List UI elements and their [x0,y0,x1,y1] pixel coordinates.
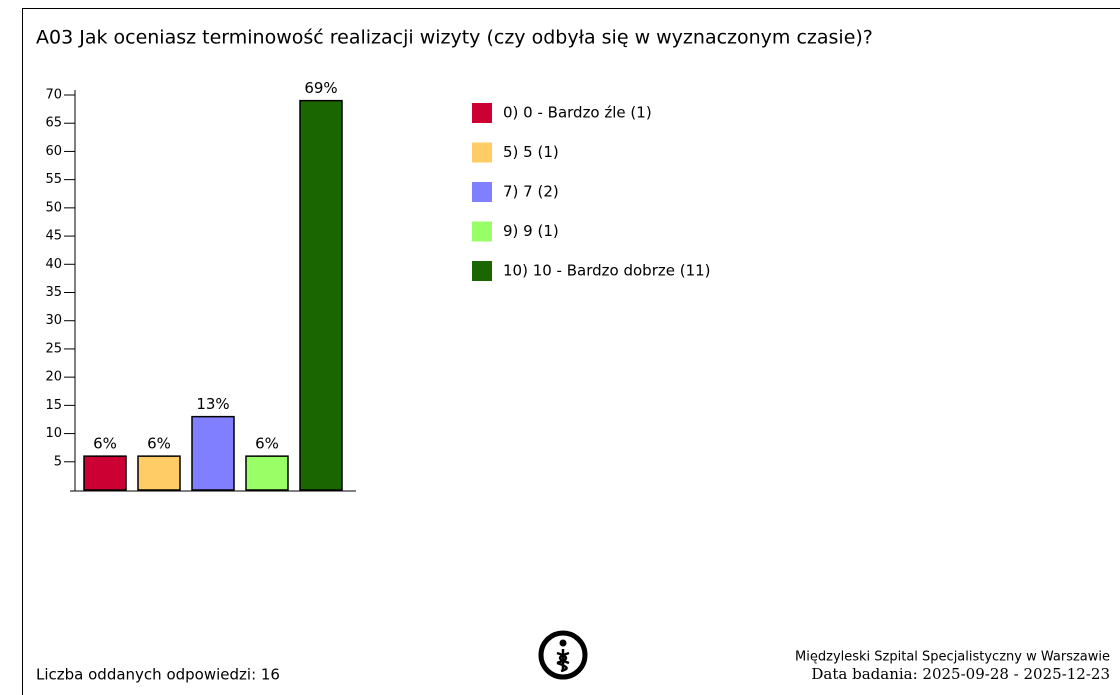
logo [538,630,588,680]
y-tick-label: 35 [45,285,62,300]
y-tick-label: 60 [45,144,62,159]
bar [137,455,181,491]
y-tick-label: 70 [45,88,62,103]
legend-label: 10) 10 - Bardzo dobrze (11) [503,262,711,280]
legend-label: 5) 5 (1) [503,143,559,161]
value-label: 6% [147,435,171,453]
y-tick-label: 5 [54,454,62,469]
legend-swatch [472,142,492,163]
bar [83,455,127,491]
responses-count: Liczba oddanych odpowiedzi: 16 [36,666,280,684]
legend-swatch [472,103,492,123]
y-tick-label: 20 [45,370,62,385]
legend-label: 9) 9 (1) [503,222,559,240]
y-tick-label: 25 [45,341,62,356]
value-label: 6% [255,435,279,453]
frame [22,8,1120,695]
y-tick-label: 15 [45,398,62,413]
bar [299,99,343,491]
bar [191,415,235,491]
y-tick-label: 65 [45,116,62,131]
y-tick-label: 30 [45,313,62,328]
y-tick-label: 40 [45,257,62,272]
chart-title: A03 Jak oceniasz terminowość realizacji … [36,27,873,49]
survey-dates: Data badania: 2025-09-28 - 2025-12-23 [811,665,1110,683]
legend-swatch [472,261,492,281]
hospital-name: Międzyleski Szpital Specjalistyczny w Wa… [795,650,1110,665]
value-label: 13% [196,395,229,413]
legend-swatch [472,182,492,202]
y-tick-label: 45 [45,229,62,244]
value-label: 69% [304,79,337,97]
value-label: 6% [93,435,117,453]
legend-swatch [472,221,492,242]
legend-label: 0) 0 - Bardzo źle (1) [503,104,652,122]
legend-label: 7) 7 (2) [503,183,559,201]
y-tick-label: 10 [45,426,62,441]
y-tick-label: 50 [45,200,62,215]
bar [245,455,289,491]
y-tick-label: 55 [45,172,62,187]
